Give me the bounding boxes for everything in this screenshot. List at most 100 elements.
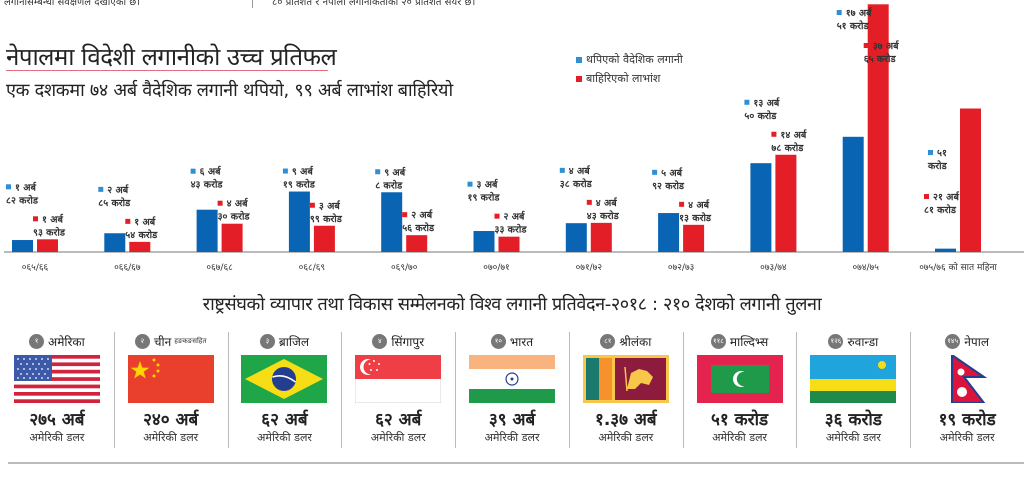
investment-value: ३९ अर्ब <box>488 410 536 430</box>
currency-unit: अमेरिकी डलर <box>370 431 426 444</box>
label-swatch <box>586 199 592 205</box>
data-label: ६५ करोड <box>864 53 897 65</box>
currency-unit: अमेरिकी डलर <box>143 431 199 444</box>
label-swatch <box>402 212 408 218</box>
bar-investment <box>935 248 956 252</box>
legend-label: बाहिरिएको लाभांश <box>586 72 661 85</box>
country-card: ४ सिंगापुर ६२ अर्ब अमेरिकी डलर <box>341 330 455 454</box>
bar-investment <box>565 223 587 252</box>
data-label: ३० करोड <box>218 211 251 223</box>
legend-swatch-blue <box>576 57 582 63</box>
data-label: ३८ करोड <box>560 178 593 190</box>
bar-dividend <box>960 108 981 253</box>
rank-badge: १० <box>490 333 506 349</box>
country-note: हङकङसहित <box>174 336 207 345</box>
data-label: १ अर्ब <box>15 181 37 193</box>
currency-unit: अमेरिकी डलर <box>256 431 312 444</box>
label-swatch <box>863 43 869 48</box>
bar-dividend <box>37 239 58 252</box>
data-label: ९ अर्ब <box>292 166 314 178</box>
usa-flag-icon <box>13 355 100 403</box>
country-name: सिंगापुर <box>391 334 425 349</box>
x-tick-label: ०६५/६६ <box>22 263 49 273</box>
label-swatch <box>125 218 131 224</box>
country-card: १४५ नेपाल १९ करोड अमेरिकी डलर <box>910 330 1024 454</box>
label-swatch <box>375 169 381 175</box>
investment-value: २७५ अर्ब <box>29 410 85 430</box>
label-swatch <box>467 181 473 187</box>
x-tick-label: ०७२/७३ <box>668 263 694 273</box>
country-card: १० भारत ३९ अर्ब अमेरिकी डलर <box>455 330 569 454</box>
rank-badge: २ <box>134 333 150 349</box>
country-name: अमेरिका <box>48 334 85 349</box>
brazil-flag-icon <box>241 355 328 403</box>
bar-dividend <box>683 224 705 252</box>
bar-dividend <box>129 241 151 252</box>
country-name: ब्राजिल <box>278 334 309 349</box>
india-flag-icon <box>469 355 556 403</box>
data-label: ३ अर्ब <box>477 179 499 191</box>
data-label: ३७ अर्ब <box>873 40 900 52</box>
country-name: भारत <box>509 334 534 349</box>
bar-investment <box>12 240 33 252</box>
column-divider <box>252 0 253 8</box>
data-label: २ अर्ब <box>107 184 129 196</box>
data-label: ५४ करोड <box>125 229 158 241</box>
label-swatch <box>494 213 500 219</box>
data-label: १७ अर्ब <box>846 7 873 19</box>
data-label: १९ करोड <box>283 179 316 191</box>
data-label: ३ अर्ब <box>319 200 341 212</box>
data-label: ४३ करोड <box>587 210 620 222</box>
label-swatch <box>190 168 196 174</box>
chart-subtitle: एक दशकमा ७४ अर्ब वैदेशिक लगानी थपियो, ९९… <box>6 80 453 101</box>
country-card: ११८ माल्दिभ्स ५१ करोड अमेरिकी डलर <box>682 330 797 454</box>
investment-value: १९ करोड <box>938 410 996 430</box>
data-label: ३३ करोड <box>495 224 528 236</box>
label-swatch <box>679 201 685 207</box>
x-tick-label: ०६९/७० <box>391 263 418 273</box>
country-comparison: १ अमेरिका २७५ अर्ब अमेरिकी डलर २ चीन हङकङसह… <box>0 330 1024 454</box>
data-label: ५६ करोड <box>402 222 435 234</box>
x-tick-label: ०७१/७२ <box>576 263 603 273</box>
data-label: ५ अर्ब <box>661 167 683 179</box>
country-card: ३ ब्राजिल ६२ अर्ब अमेरिकी डलर <box>227 330 342 454</box>
investment-value: ५१ करोड <box>711 410 769 430</box>
data-label: ८५ करोड <box>98 197 131 209</box>
currency-unit: अमेरिकी डलर <box>484 431 540 444</box>
label-swatch <box>282 168 288 174</box>
rank-badge: ३ <box>259 333 275 349</box>
data-label: ९३ करोड <box>33 226 66 238</box>
bar-investment <box>104 233 126 252</box>
label-swatch <box>771 131 777 137</box>
x-tick-label: ०६६/६७ <box>114 263 141 273</box>
bar-chart: ०६५/६६१ अर्ब८२ करोड१ अर्ब९३ करोड०६६/६७२ … <box>4 4 1024 273</box>
bar-dividend <box>406 235 428 252</box>
country-name: चीन <box>153 334 172 349</box>
investment-value: ३६ करोड <box>824 410 882 430</box>
currency-unit: अमेरिकी डलर <box>712 431 768 444</box>
data-label: २१ अर्ब <box>933 191 960 203</box>
bar-investment <box>473 231 495 252</box>
label-swatch <box>217 200 223 206</box>
top-text-fragment-right: ८० प्रतिशत र नेपाली लगानीकर्ताको २० प्रत… <box>272 0 476 8</box>
rwanda-flag-icon <box>810 355 897 403</box>
data-label: ४ अर्ब <box>596 197 618 209</box>
maldives-flag-icon <box>696 355 783 403</box>
bar-investment <box>750 163 772 252</box>
currency-unit: अमेरिकी डलर <box>939 431 995 444</box>
label-swatch <box>6 184 11 190</box>
country-card: २ चीन हङकङसहित २४० अर्ब अमेरिकी डलर <box>113 330 228 454</box>
top-text-fragment-left: लगानीसम्बन्धी सर्वेक्षणले देखाएको छ। <box>4 0 141 8</box>
china-flag-icon <box>127 355 214 403</box>
label-swatch <box>309 202 315 208</box>
country-name: श्रीलंका <box>619 334 652 349</box>
legend-item-investment: थपिएको वैदेशिक लगानी <box>576 52 683 67</box>
chart-title: नेपालमा विदेशी लगानीको उच्च प्रतिफल <box>6 43 337 71</box>
data-label: ४ अर्ब <box>227 198 249 210</box>
country-name: नेपाल <box>964 334 989 349</box>
x-tick-label: ०७३/७४ <box>760 263 787 273</box>
rank-badge: ४ <box>372 333 388 349</box>
currency-unit: अमेरिकी डलर <box>598 431 654 444</box>
legend-item-dividend: बाहिरिएको लाभांश <box>576 71 660 86</box>
currency-unit: अमेरिकी डलर <box>825 431 881 444</box>
